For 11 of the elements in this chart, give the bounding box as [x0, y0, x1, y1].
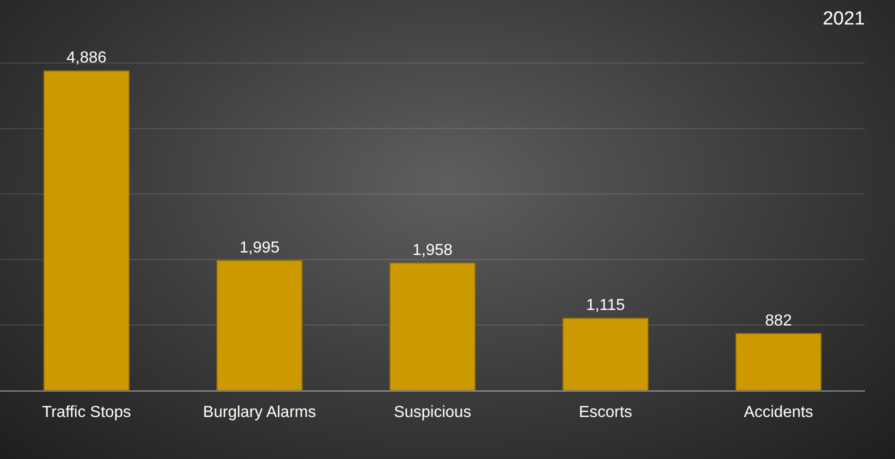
- data-label: 1,995: [239, 239, 280, 256]
- data-label: 882: [765, 312, 792, 330]
- x-tick-label: Suspicious: [394, 404, 472, 421]
- data-label: 4,886: [66, 50, 107, 67]
- x-tick-label: Burglary Alarms: [203, 404, 316, 421]
- x-tick-label: Escorts: [578, 404, 632, 421]
- x-tick-label: Accidents: [744, 404, 814, 421]
- data-label: 1,115: [586, 297, 626, 314]
- chart-title: 2021: [822, 8, 865, 30]
- x-tick-label: Traffic Stops: [42, 404, 131, 421]
- data-label: 1,958: [412, 242, 453, 259]
